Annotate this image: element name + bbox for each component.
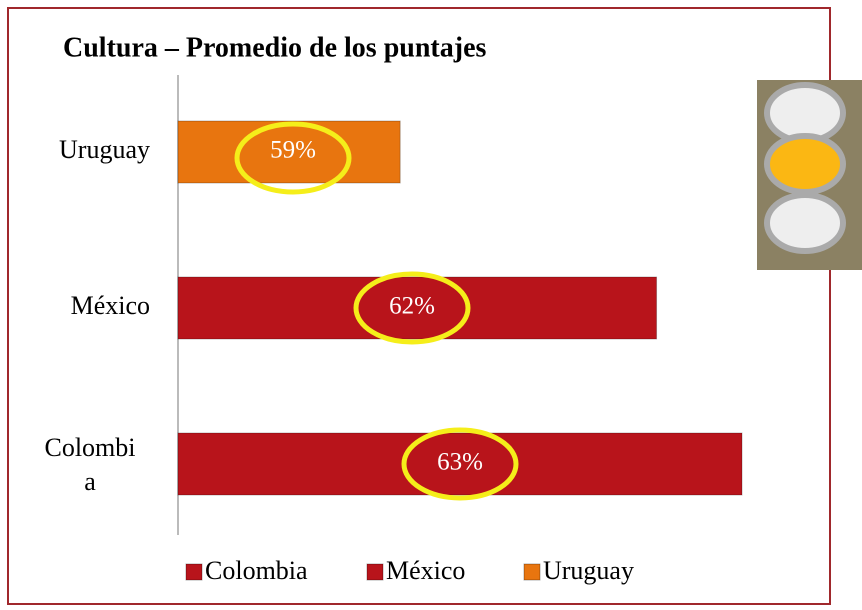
bar [177, 120, 401, 184]
legend-label: Uruguay [543, 556, 634, 585]
legend-swatch [185, 563, 203, 581]
legend-swatch [366, 563, 384, 581]
legend-label: México [386, 556, 465, 585]
value-label: 62% [389, 293, 435, 320]
bar [177, 276, 658, 340]
label-part: a [84, 467, 96, 496]
y-tick-label: México [71, 291, 150, 320]
traffic-light [757, 80, 862, 270]
value-label: 63% [437, 449, 483, 476]
light-off [764, 192, 846, 254]
y-tick-label: Colombi a [44, 433, 135, 496]
highlight-oval [401, 427, 519, 501]
light-off [764, 82, 846, 144]
y-tick-label: Uruguay [59, 135, 150, 164]
highlight-oval [353, 271, 471, 345]
chart-title: Cultura – Promedio de los puntajes [63, 32, 486, 63]
highlight-oval [234, 121, 352, 195]
bar [177, 432, 743, 496]
legend-label: Colombia [205, 556, 308, 585]
light-on [764, 133, 846, 195]
legend-swatch [523, 563, 541, 581]
label-part: Colombi [44, 433, 135, 462]
value-label: 59% [270, 137, 316, 164]
